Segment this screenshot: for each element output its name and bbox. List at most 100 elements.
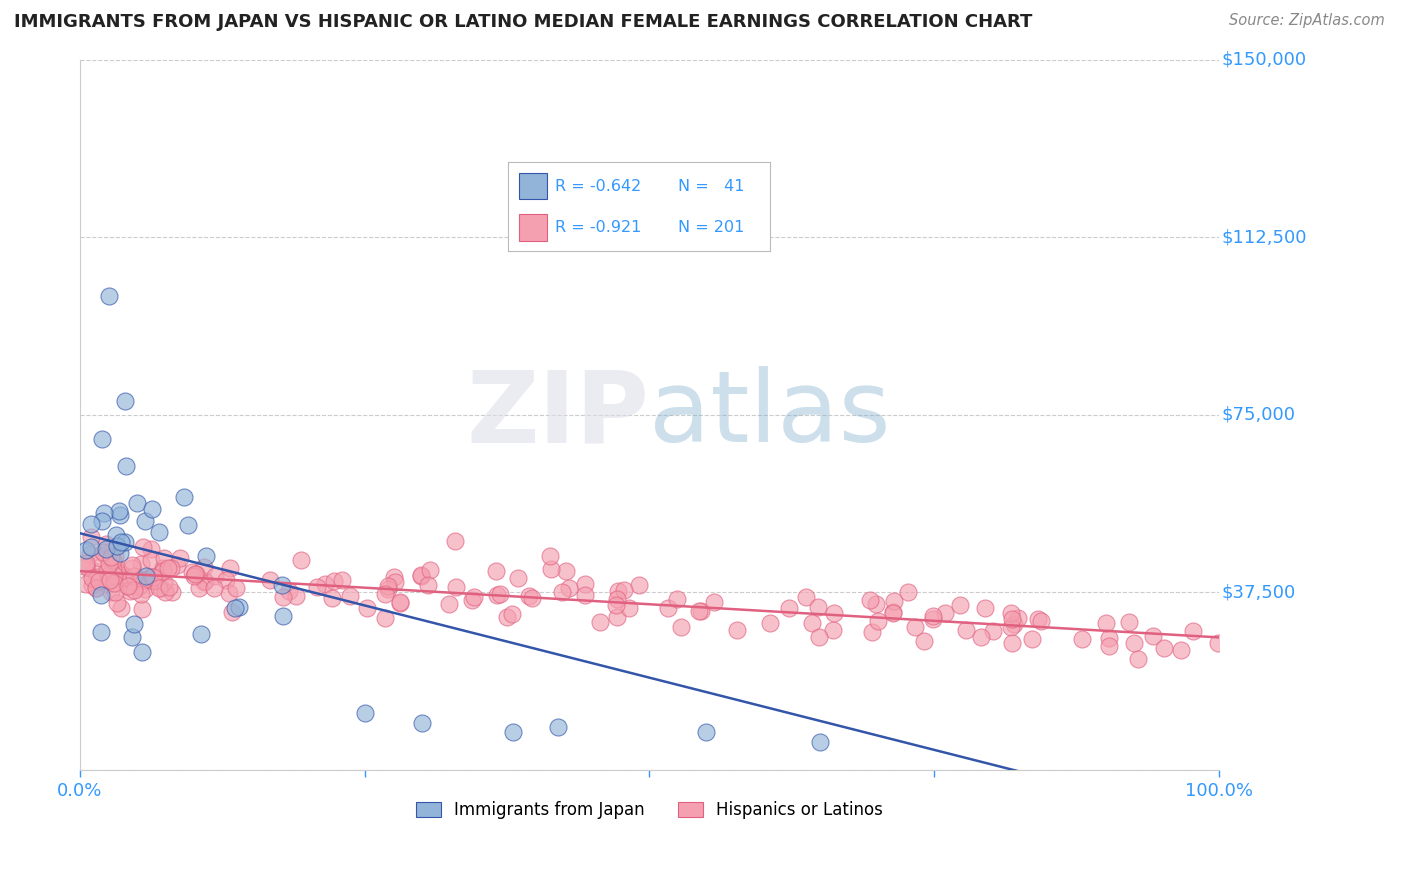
Point — [110, 601, 132, 615]
Point — [112, 569, 135, 583]
Point — [84, 581, 107, 595]
Point — [1026, 612, 1049, 626]
Point — [82, 578, 104, 592]
Point — [184, 567, 207, 582]
Point — [1021, 632, 1043, 647]
Point — [489, 587, 512, 601]
Point — [118, 584, 141, 599]
Point — [169, 551, 191, 566]
Point — [90, 625, 112, 640]
Point — [416, 578, 439, 592]
Point — [339, 589, 361, 603]
Point — [574, 588, 596, 602]
Point — [103, 568, 125, 582]
Point — [131, 601, 153, 615]
Text: N = 201: N = 201 — [678, 219, 744, 235]
Point — [495, 610, 517, 624]
Point — [80, 516, 103, 531]
Point — [1098, 631, 1121, 645]
Point — [703, 595, 725, 609]
Point — [1000, 620, 1022, 634]
Point — [555, 564, 578, 578]
Point — [758, 616, 780, 631]
Point — [94, 537, 117, 551]
Point — [690, 604, 713, 618]
Point — [101, 542, 124, 557]
Point — [105, 539, 128, 553]
Point — [104, 568, 127, 582]
Point — [882, 606, 904, 620]
Point — [108, 504, 131, 518]
Point — [1070, 632, 1092, 647]
Point — [110, 535, 132, 549]
Point — [86, 570, 108, 584]
Point — [134, 573, 156, 587]
Point — [75, 559, 97, 574]
Point — [98, 573, 121, 587]
Point — [121, 560, 143, 574]
Point — [90, 588, 112, 602]
Point — [80, 530, 103, 544]
Point — [502, 725, 524, 739]
Point — [115, 579, 138, 593]
Point — [377, 582, 399, 596]
Point — [574, 576, 596, 591]
Point — [160, 561, 183, 575]
Point — [103, 576, 125, 591]
Point — [104, 549, 127, 563]
Point — [321, 591, 343, 605]
Point — [1118, 615, 1140, 629]
Point — [278, 584, 301, 599]
Point — [180, 566, 202, 580]
Point — [100, 565, 122, 579]
Point — [314, 577, 336, 591]
Point — [305, 580, 328, 594]
Point — [122, 568, 145, 582]
Point — [807, 599, 830, 614]
Point — [628, 578, 651, 592]
Point — [973, 600, 995, 615]
Point — [87, 574, 110, 589]
Point — [193, 574, 215, 589]
Point — [166, 558, 188, 573]
Point — [865, 597, 887, 611]
Point — [619, 601, 641, 615]
Point — [506, 571, 529, 585]
Point — [613, 582, 636, 597]
Point — [94, 541, 117, 556]
Legend: Immigrants from Japan, Hispanics or Latinos: Immigrants from Japan, Hispanics or Lati… — [409, 794, 890, 826]
Text: $75,000: $75,000 — [1222, 406, 1295, 424]
Point — [323, 574, 346, 589]
Point — [82, 571, 104, 585]
Point — [285, 589, 308, 603]
Point — [124, 582, 146, 597]
Point — [411, 567, 433, 582]
Point — [134, 582, 156, 596]
Point — [823, 606, 845, 620]
Point — [419, 563, 441, 577]
Point — [1007, 611, 1029, 625]
Point — [808, 631, 831, 645]
Point — [80, 540, 103, 554]
Point — [384, 574, 406, 589]
Text: $37,500: $37,500 — [1222, 583, 1295, 601]
Point — [93, 506, 115, 520]
Point — [122, 617, 145, 632]
Text: R = -0.642: R = -0.642 — [555, 178, 641, 194]
Point — [183, 569, 205, 583]
Text: atlas: atlas — [650, 367, 891, 463]
Point — [389, 595, 412, 609]
Point — [589, 615, 612, 629]
Point — [411, 569, 433, 583]
Point — [485, 564, 508, 578]
Point — [100, 584, 122, 599]
Point — [184, 567, 207, 582]
Point — [152, 563, 174, 577]
Point — [801, 615, 824, 630]
Point — [520, 591, 543, 605]
Point — [173, 491, 195, 505]
Point — [1095, 615, 1118, 630]
Point — [860, 625, 883, 640]
Point — [912, 634, 935, 648]
Point — [96, 577, 118, 591]
